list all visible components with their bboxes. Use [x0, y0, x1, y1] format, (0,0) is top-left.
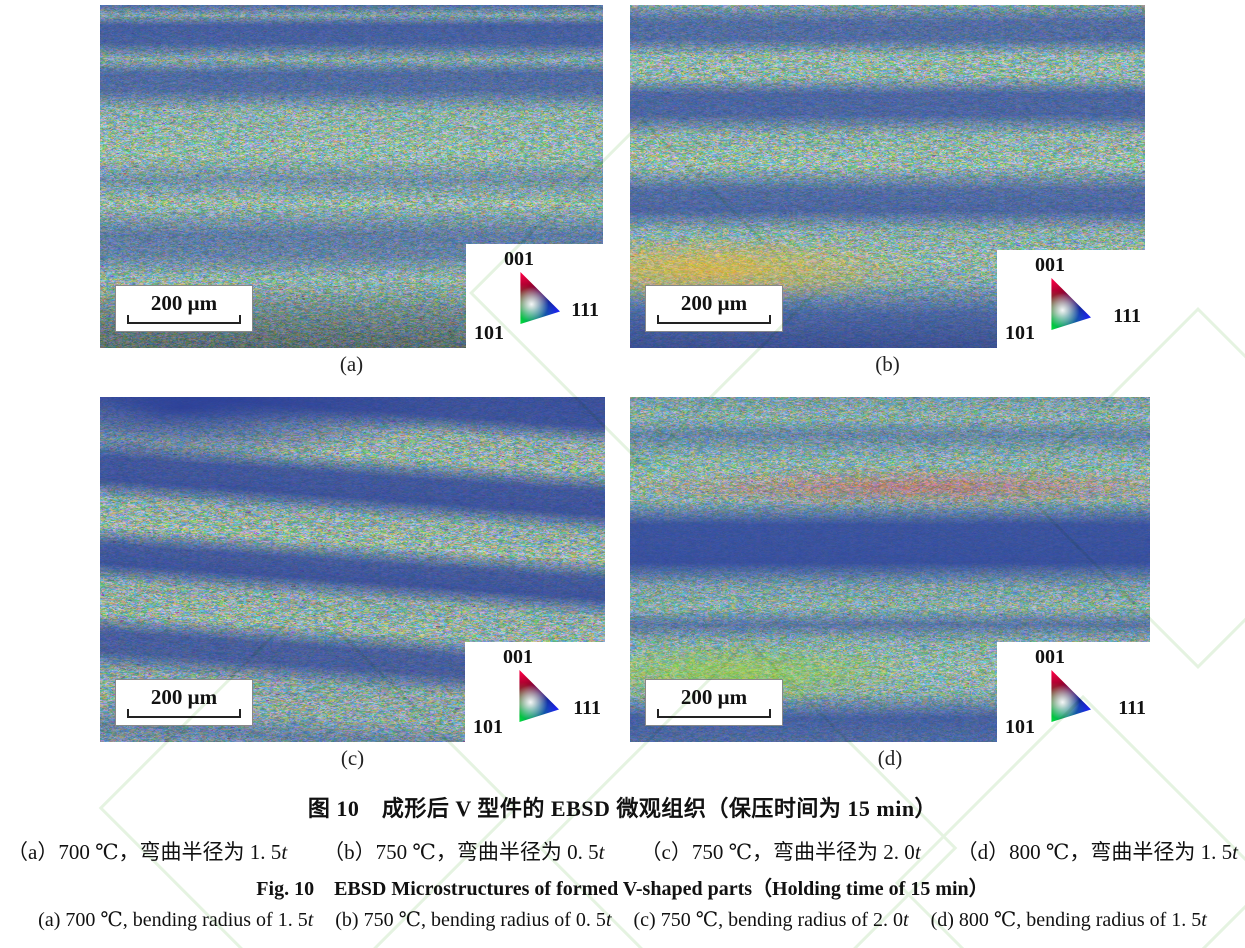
ipf-label-001: 001: [1035, 646, 1065, 668]
ipf-color-triangle-icon: [1051, 670, 1091, 722]
caption-zh-title: 图 10 成形后 V 型件的 EBSD 微观组织（保压时间为 15 min）: [307, 796, 938, 821]
ipf-label-101: 101: [1005, 322, 1035, 344]
scale-bar-line: [126, 709, 242, 718]
scale-bar-b: 200 μm: [645, 285, 783, 332]
ipf-label-111: 111: [573, 697, 601, 719]
scale-bar-line: [126, 315, 242, 324]
micrograph-panel-a: 200 μm 001 101 111: [100, 5, 603, 348]
ipf-label-111: 111: [1113, 305, 1141, 327]
ipf-color-triangle-icon: [520, 272, 560, 324]
micrograph-panel-b: 200 μm 001 101 111: [630, 5, 1145, 348]
caption-en-item-a: (a) 700 ℃, bending radius of 1. 5t: [38, 909, 314, 931]
scale-bar-c: 200 μm: [115, 679, 253, 726]
caption-zh-item-d: （d）800 ℃，弯曲半径为 1. 5t: [956, 840, 1238, 864]
scale-bar-label: 200 μm: [680, 685, 748, 709]
caption-zh-item-c: （c）750 ℃，弯曲半径为 2. 0t: [640, 840, 921, 864]
micrograph-panel-d: 200 μm 001 101 111: [630, 397, 1150, 742]
ipf-label-111: 111: [571, 299, 599, 321]
micrograph-panel-c: 200 μm 001 101 111: [100, 397, 605, 742]
panel-letter-a: (a): [339, 352, 364, 376]
ipf-label-111: 111: [1118, 697, 1146, 719]
panel-letter-c: (c): [340, 746, 365, 770]
ipf-legend-a: 001 101 111: [466, 244, 603, 348]
ipf-color-triangle-icon: [1051, 278, 1091, 330]
caption-zh-subitems: （a）700 ℃，弯曲半径为 1. 5t （b）750 ℃，弯曲半径为 0. 5…: [0, 836, 1245, 866]
scale-bar-a: 200 μm: [115, 285, 253, 332]
ipf-label-101: 101: [474, 322, 504, 344]
ipf-legend-b: 001 101 111: [997, 250, 1145, 348]
caption-en-title: Fig. 10 EBSD Microstructures of formed V…: [256, 878, 989, 900]
caption-en-subitems: (a) 700 ℃, bending radius of 1. 5t (b) 7…: [0, 907, 1245, 932]
ipf-color-triangle-icon: [519, 670, 559, 722]
scale-bar-label: 200 μm: [680, 291, 748, 315]
caption-zh-item-b: （b）750 ℃，弯曲半径为 0. 5t: [323, 840, 605, 864]
caption-en-item-c: (c) 750 ℃, bending radius of 2. 0t: [633, 909, 909, 931]
ipf-label-001: 001: [503, 646, 533, 668]
panel-letter-b: (b): [875, 352, 900, 376]
caption-zh-item-a: （a）700 ℃，弯曲半径为 1. 5t: [7, 840, 288, 864]
scale-bar-label: 200 μm: [150, 291, 218, 315]
ipf-label-101: 101: [1005, 716, 1035, 738]
scale-bar-label: 200 μm: [150, 685, 218, 709]
ipf-label-101: 101: [473, 716, 503, 738]
scale-bar-d: 200 μm: [645, 679, 783, 726]
ipf-legend-d: 001 101 111: [997, 642, 1150, 742]
scale-bar-line: [656, 315, 772, 324]
ipf-label-001: 001: [1035, 254, 1065, 276]
scale-bar-line: [656, 709, 772, 718]
caption-en-item-b: (b) 750 ℃, bending radius of 0. 5t: [335, 909, 612, 931]
caption-en-item-d: (d) 800 ℃, bending radius of 1. 5t: [930, 909, 1207, 931]
ipf-legend-c: 001 101 111: [465, 642, 605, 742]
ipf-label-001: 001: [504, 248, 534, 270]
panel-letter-d: (d): [877, 746, 903, 770]
